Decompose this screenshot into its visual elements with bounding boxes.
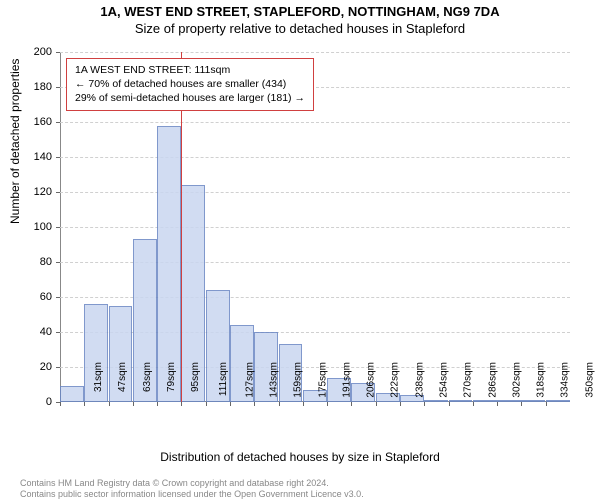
x-tick — [473, 402, 474, 406]
histogram-bar — [157, 126, 181, 403]
footer-line-2: Contains public sector information licen… — [20, 489, 364, 500]
x-tick-label: 334sqm — [560, 362, 571, 398]
x-tick-label: 79sqm — [166, 362, 177, 392]
gridline — [60, 157, 570, 158]
y-tick — [56, 262, 60, 263]
x-tick — [206, 402, 207, 406]
y-tick-label: 80 — [0, 256, 52, 268]
x-tick-label: 63sqm — [142, 362, 153, 392]
x-tick — [449, 402, 450, 406]
x-tick-label: 111sqm — [219, 362, 230, 396]
chart-title-desc: Size of property relative to detached ho… — [0, 21, 600, 36]
y-tick-label: 60 — [0, 291, 52, 303]
y-tick-label: 0 — [0, 396, 52, 408]
x-tick-label: 238sqm — [414, 362, 425, 398]
annotation-line: 1A WEST END STREET: 111sqm — [75, 63, 305, 77]
x-tick — [327, 402, 328, 406]
y-tick — [56, 192, 60, 193]
x-tick — [279, 402, 280, 406]
histogram-bar — [424, 400, 448, 402]
x-tick — [84, 402, 85, 406]
y-tick-label: 120 — [0, 186, 52, 198]
y-tick-label: 100 — [0, 221, 52, 233]
x-tick — [546, 402, 547, 406]
x-tick — [181, 402, 182, 406]
x-tick — [254, 402, 255, 406]
y-tick-label: 160 — [0, 116, 52, 128]
y-tick-label: 40 — [0, 326, 52, 338]
y-tick — [56, 157, 60, 158]
y-tick — [56, 227, 60, 228]
x-tick — [497, 402, 498, 406]
y-tick — [56, 52, 60, 53]
x-tick-label: 127sqm — [244, 362, 255, 398]
attribution-footer: Contains HM Land Registry data © Crown c… — [20, 478, 364, 500]
x-tick-label: 159sqm — [293, 362, 304, 398]
histogram-bar — [60, 386, 84, 402]
gridline — [60, 52, 570, 53]
x-tick-label: 302sqm — [511, 362, 522, 398]
y-tick — [56, 87, 60, 88]
y-tick-label: 180 — [0, 81, 52, 93]
x-tick-label: 222sqm — [390, 362, 401, 398]
x-tick-label: 286sqm — [487, 362, 498, 398]
y-tick — [56, 297, 60, 298]
x-tick-label: 318sqm — [536, 362, 547, 398]
x-tick — [303, 402, 304, 406]
histogram-bar — [449, 400, 473, 402]
x-tick-label: 191sqm — [341, 362, 352, 398]
chart-title-address: 1A, WEST END STREET, STAPLEFORD, NOTTING… — [0, 4, 600, 19]
x-tick-label: 31sqm — [93, 362, 104, 392]
x-tick — [133, 402, 134, 406]
x-tick-label: 47sqm — [117, 362, 128, 392]
histogram-bar — [521, 400, 545, 402]
x-tick — [157, 402, 158, 406]
histogram-bar — [473, 400, 497, 402]
histogram-plot: 1A WEST END STREET: 111sqm← 70% of detac… — [60, 52, 570, 402]
y-tick-label: 140 — [0, 151, 52, 163]
x-tick-label: 143sqm — [269, 362, 280, 398]
x-tick — [351, 402, 352, 406]
gridline — [60, 227, 570, 228]
annotation-line: 29% of semi-detached houses are larger (… — [75, 91, 305, 105]
y-tick — [56, 367, 60, 368]
x-tick-label: 206sqm — [366, 362, 377, 398]
histogram-bar — [497, 400, 521, 402]
y-tick-label: 200 — [0, 46, 52, 58]
x-tick-label: 175sqm — [317, 362, 328, 398]
x-tick — [109, 402, 110, 406]
gridline — [60, 122, 570, 123]
y-tick-label: 20 — [0, 361, 52, 373]
y-tick — [56, 332, 60, 333]
x-tick — [424, 402, 425, 406]
annotation-box: 1A WEST END STREET: 111sqm← 70% of detac… — [66, 58, 314, 111]
x-tick-label: 254sqm — [439, 362, 450, 398]
x-tick — [400, 402, 401, 406]
x-axis-label: Distribution of detached houses by size … — [0, 450, 600, 464]
gridline — [60, 192, 570, 193]
x-tick — [521, 402, 522, 406]
histogram-bar — [546, 400, 570, 402]
annotation-line: ← 70% of detached houses are smaller (43… — [75, 77, 305, 91]
x-tick-label: 95sqm — [190, 362, 201, 392]
x-tick — [230, 402, 231, 406]
x-tick-label: 270sqm — [463, 362, 474, 398]
footer-line-1: Contains HM Land Registry data © Crown c… — [20, 478, 364, 489]
x-tick-label: 350sqm — [584, 362, 595, 398]
x-tick — [376, 402, 377, 406]
x-tick — [60, 402, 61, 406]
y-tick — [56, 122, 60, 123]
